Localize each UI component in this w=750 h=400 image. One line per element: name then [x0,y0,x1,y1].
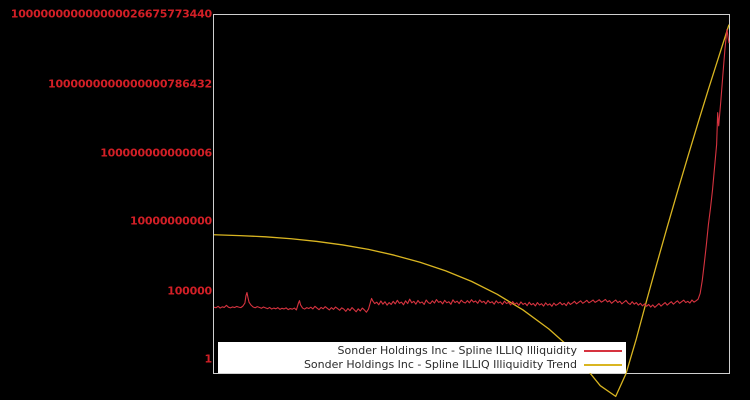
y-axis-tick-label-5: 1 [204,352,213,366]
y-axis-tick-label-1: 1000000000000000786432 [48,77,212,91]
y-axis-tick-label-2: 100000000000006 [100,146,212,160]
legend: Sonder Holdings Inc - Spline ILLIQ Illiq… [218,342,626,373]
legend-label-illiquidity: Sonder Holdings Inc - Spline ILLIQ Illiq… [337,344,577,357]
legend-item-trend: Sonder Holdings Inc - Spline ILLIQ Illiq… [222,358,622,372]
y-axis-tick-label-3: 10000000000 [130,214,212,228]
legend-label-trend: Sonder Holdings Inc - Spline ILLIQ Illiq… [303,358,577,371]
y-axis-tick-label-0: 100000000000000026675773440 [10,7,212,21]
y-axis-tick-label-4: 100000 [167,284,212,298]
plot-area [213,14,730,374]
legend-swatch-illiquidity [584,349,622,352]
legend-swatch-trend [584,363,622,366]
legend-item-illiquidity: Sonder Holdings Inc - Spline ILLIQ Illiq… [222,344,622,358]
